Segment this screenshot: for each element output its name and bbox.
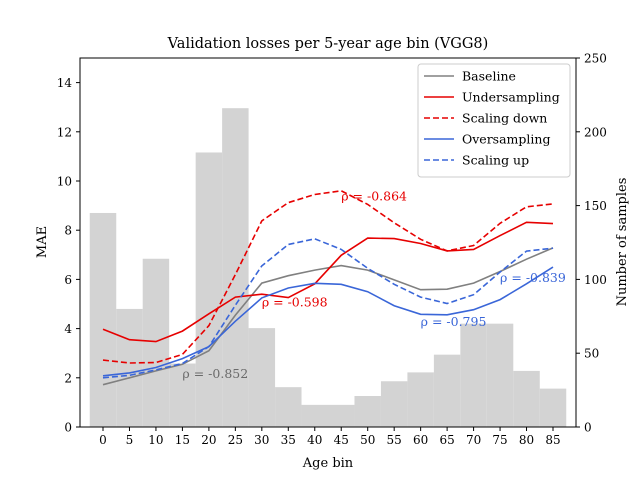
y-axis-label: MAE xyxy=(35,226,50,258)
histogram-bar xyxy=(513,370,540,427)
legend-label: Oversampling xyxy=(462,132,550,147)
y-tick-label: 4 xyxy=(64,322,72,336)
histogram-bar xyxy=(460,323,487,427)
x-tick-label: 20 xyxy=(201,433,216,447)
histogram-bar xyxy=(433,354,461,427)
histogram-bars xyxy=(89,108,567,428)
y2-tick-label: 250 xyxy=(584,52,607,66)
histogram-bar xyxy=(354,396,381,427)
y2-tick-label: 100 xyxy=(584,273,607,287)
x-axis-label: Age bin xyxy=(302,456,354,471)
legend-label: Scaling down xyxy=(462,111,547,126)
histogram-bar xyxy=(169,363,196,427)
correlation-label: ρ = -0.795 xyxy=(421,314,487,329)
histogram-bar xyxy=(328,404,355,427)
y2-axis-label: Number of samples xyxy=(615,178,630,307)
histogram-bar xyxy=(539,388,567,427)
legend-label: Undersampling xyxy=(462,90,560,105)
x-tick-label: 25 xyxy=(228,433,243,447)
x-tick-label: 30 xyxy=(254,433,269,447)
x-tick-label: 35 xyxy=(281,433,296,447)
histogram-bar xyxy=(301,404,328,427)
y-tick-label: 8 xyxy=(64,224,72,238)
series-line-oversampling xyxy=(102,266,554,377)
x-tick-label: 70 xyxy=(466,433,481,447)
correlation-label: ρ = -0.864 xyxy=(341,189,407,204)
x-tick-label: 15 xyxy=(175,433,190,447)
y2-tick-label: 50 xyxy=(584,347,599,361)
series-line-scaling-up xyxy=(102,237,554,379)
histogram-bar xyxy=(380,381,408,427)
x-tick-label: 0 xyxy=(99,433,107,447)
x-tick-label: 55 xyxy=(387,433,402,447)
y-tick-label: 6 xyxy=(64,273,72,287)
correlation-label: ρ = -0.598 xyxy=(262,294,328,309)
y2-tick-label: 0 xyxy=(584,421,592,435)
chart-title: Validation losses per 5-year age bin (VG… xyxy=(167,36,489,52)
histogram-bar xyxy=(222,108,249,428)
histogram-bar xyxy=(486,323,514,427)
histogram-bar xyxy=(195,152,223,428)
y-tick-label: 10 xyxy=(57,175,72,189)
legend-box xyxy=(417,63,571,178)
histogram-bar xyxy=(89,212,117,427)
x-tick-label: 50 xyxy=(360,433,375,447)
histogram-bar xyxy=(248,328,276,427)
y-tick-label: 12 xyxy=(57,125,72,139)
series-line-baseline xyxy=(102,247,554,386)
x-tick-label: 10 xyxy=(148,433,163,447)
x-tick-label: 60 xyxy=(413,433,428,447)
correlation-annotations: ρ = -0.852 ρ = -0.598 ρ = -0.864 ρ = -0.795… xyxy=(182,189,565,381)
legend: Baseline Undersampling Scaling down Oversam… xyxy=(417,63,571,178)
y2-axis: 0 50 100 150 200 250 xyxy=(576,52,607,435)
x-tick-label: 85 xyxy=(545,433,560,447)
x-tick-label: 80 xyxy=(519,433,534,447)
y2-tick-label: 200 xyxy=(584,125,607,139)
legend-label: Baseline xyxy=(462,69,516,84)
correlation-label: ρ = -0.839 xyxy=(500,270,566,285)
plot-frame xyxy=(79,57,577,428)
legend-label: Scaling up xyxy=(462,153,529,168)
y2-tick-label: 150 xyxy=(584,199,607,213)
correlation-label: ρ = -0.852 xyxy=(182,366,248,381)
x-tick-label: 5 xyxy=(126,433,134,447)
y-tick-label: 0 xyxy=(64,421,72,435)
series-line-scaling-down xyxy=(102,189,554,364)
x-tick-label: 75 xyxy=(492,433,507,447)
histogram-bar xyxy=(407,372,434,427)
series-lines xyxy=(102,189,554,386)
y-tick-label: 2 xyxy=(64,371,72,385)
y-axis: 0 2 4 6 8 10 12 14 xyxy=(57,76,80,435)
histogram-bar xyxy=(142,258,170,427)
x-tick-label: 65 xyxy=(439,433,454,447)
y-tick-label: 14 xyxy=(57,76,73,90)
x-tick-label: 45 xyxy=(334,433,349,447)
series-line-undersampling xyxy=(102,221,554,343)
histogram-bar xyxy=(275,387,302,427)
x-axis: 0 5 10 15 20 25 30 35 40 45 50 55 60 65 70 75 80 85 xyxy=(99,427,561,447)
x-tick-label: 40 xyxy=(307,433,322,447)
histogram-bar xyxy=(116,308,143,427)
